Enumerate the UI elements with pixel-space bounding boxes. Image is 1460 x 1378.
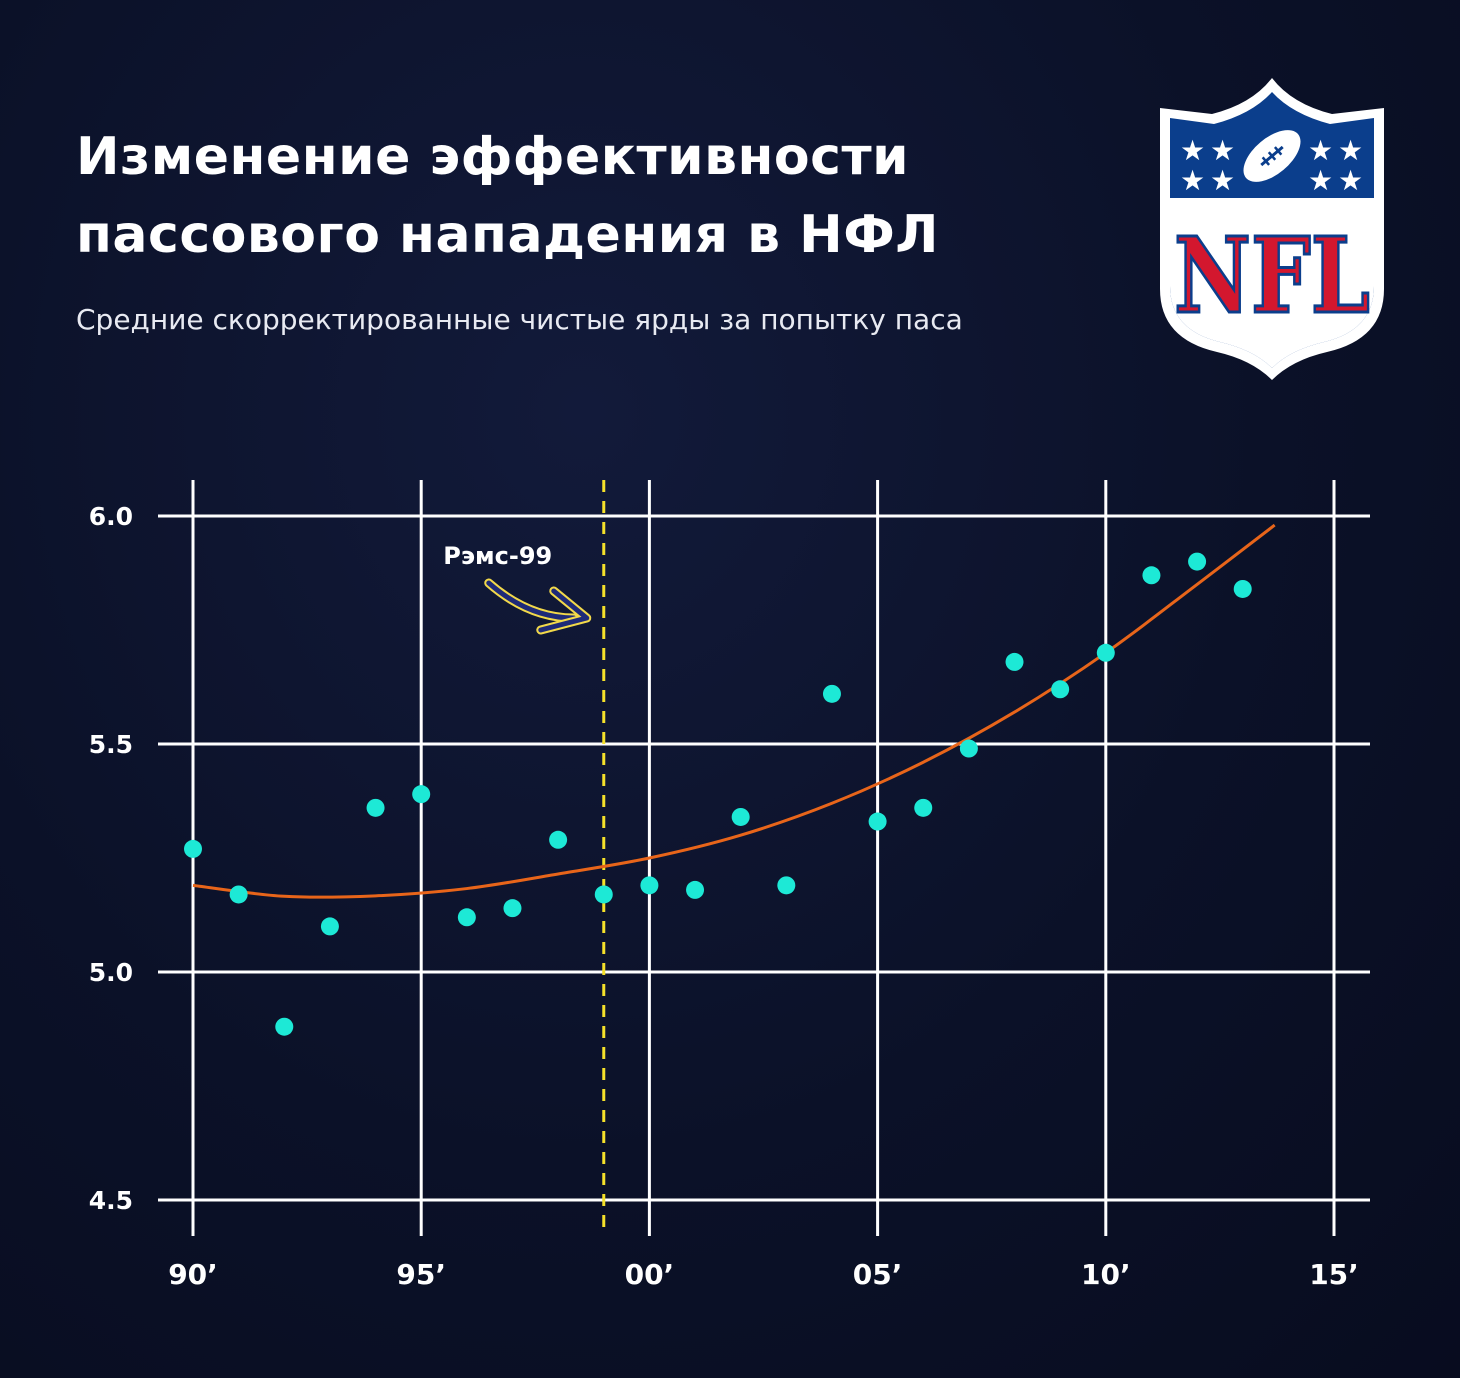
- y-tick-label: 5.5: [89, 730, 133, 759]
- x-tick-label: 95’: [396, 1258, 446, 1291]
- y-tick-label: 5.0: [89, 958, 133, 987]
- data-point: [1233, 579, 1252, 598]
- title-line-1: Изменение эффективности: [76, 127, 910, 187]
- data-point: [1188, 552, 1207, 571]
- x-tick-label: 10’: [1081, 1258, 1131, 1291]
- data-point: [457, 908, 476, 927]
- annotation-arrow-icon: [486, 580, 577, 621]
- svg-text:★: ★: [1338, 134, 1363, 167]
- data-point: [412, 785, 431, 804]
- data-point: [275, 1017, 294, 1036]
- nfl-shield-logo: ★ ★ ★ ★ ★ ★ ★ ★ NFL: [1160, 78, 1384, 380]
- annotation-layer: Рэмс-99: [443, 480, 606, 1236]
- data-point: [184, 839, 202, 858]
- data-point: [686, 880, 705, 899]
- annotation-label: Рэмс-99: [443, 542, 552, 570]
- x-tick-label: 05’: [853, 1258, 903, 1291]
- trend-line: [192, 523, 1276, 899]
- data-point: [594, 885, 613, 904]
- svg-text:★: ★: [1180, 164, 1205, 197]
- data-point: [1142, 566, 1161, 585]
- annotation-arrowhead-icon: [538, 588, 590, 633]
- svg-text:★: ★: [1210, 164, 1235, 197]
- data-point: [959, 739, 978, 758]
- y-tick-label: 6.0: [89, 502, 133, 531]
- logo-shield-white-band: [1170, 198, 1374, 368]
- points-layer: [184, 552, 1252, 1036]
- logo-football-icon: [1243, 130, 1301, 182]
- x-tick-label: 15’: [1309, 1258, 1359, 1291]
- svg-text:★: ★: [1308, 134, 1333, 167]
- data-point: [503, 899, 522, 918]
- data-point: [366, 798, 385, 817]
- data-point: [731, 807, 750, 826]
- data-point: [549, 830, 568, 849]
- data-point: [1096, 643, 1115, 662]
- data-point: [1051, 680, 1070, 699]
- chart-subtitle: Средние скорректированные чистые ярды за…: [76, 303, 963, 336]
- logo-text: NFL: [1174, 214, 1370, 337]
- x-tick-label: 90’: [168, 1258, 218, 1291]
- trend-layer: [192, 523, 1276, 899]
- title-line-2: пассового нападения в НФЛ: [76, 205, 939, 265]
- tick-labels: 4.5 5.0 5.5 6.0 90’ 95’ 00’ 05’ 10’ 15’: [89, 502, 1359, 1291]
- data-point: [822, 684, 841, 703]
- data-point: [914, 798, 933, 817]
- data-point: [320, 917, 339, 936]
- data-point: [777, 876, 796, 895]
- svg-text:★: ★: [1180, 134, 1205, 167]
- chart-title: Изменение эффективности пассового нападе…: [76, 118, 1076, 274]
- svg-text:★: ★: [1338, 164, 1363, 197]
- logo-stars: ★ ★ ★ ★ ★ ★ ★ ★: [1180, 134, 1363, 197]
- y-tick-label: 4.5: [89, 1186, 133, 1215]
- grid: [158, 480, 1370, 1236]
- x-tick-label: 00’: [625, 1258, 675, 1291]
- data-point: [1005, 652, 1024, 671]
- data-point: [229, 885, 248, 904]
- data-point: [640, 876, 659, 895]
- svg-text:★: ★: [1210, 134, 1235, 167]
- svg-text:★: ★: [1308, 164, 1333, 197]
- data-point: [868, 812, 887, 831]
